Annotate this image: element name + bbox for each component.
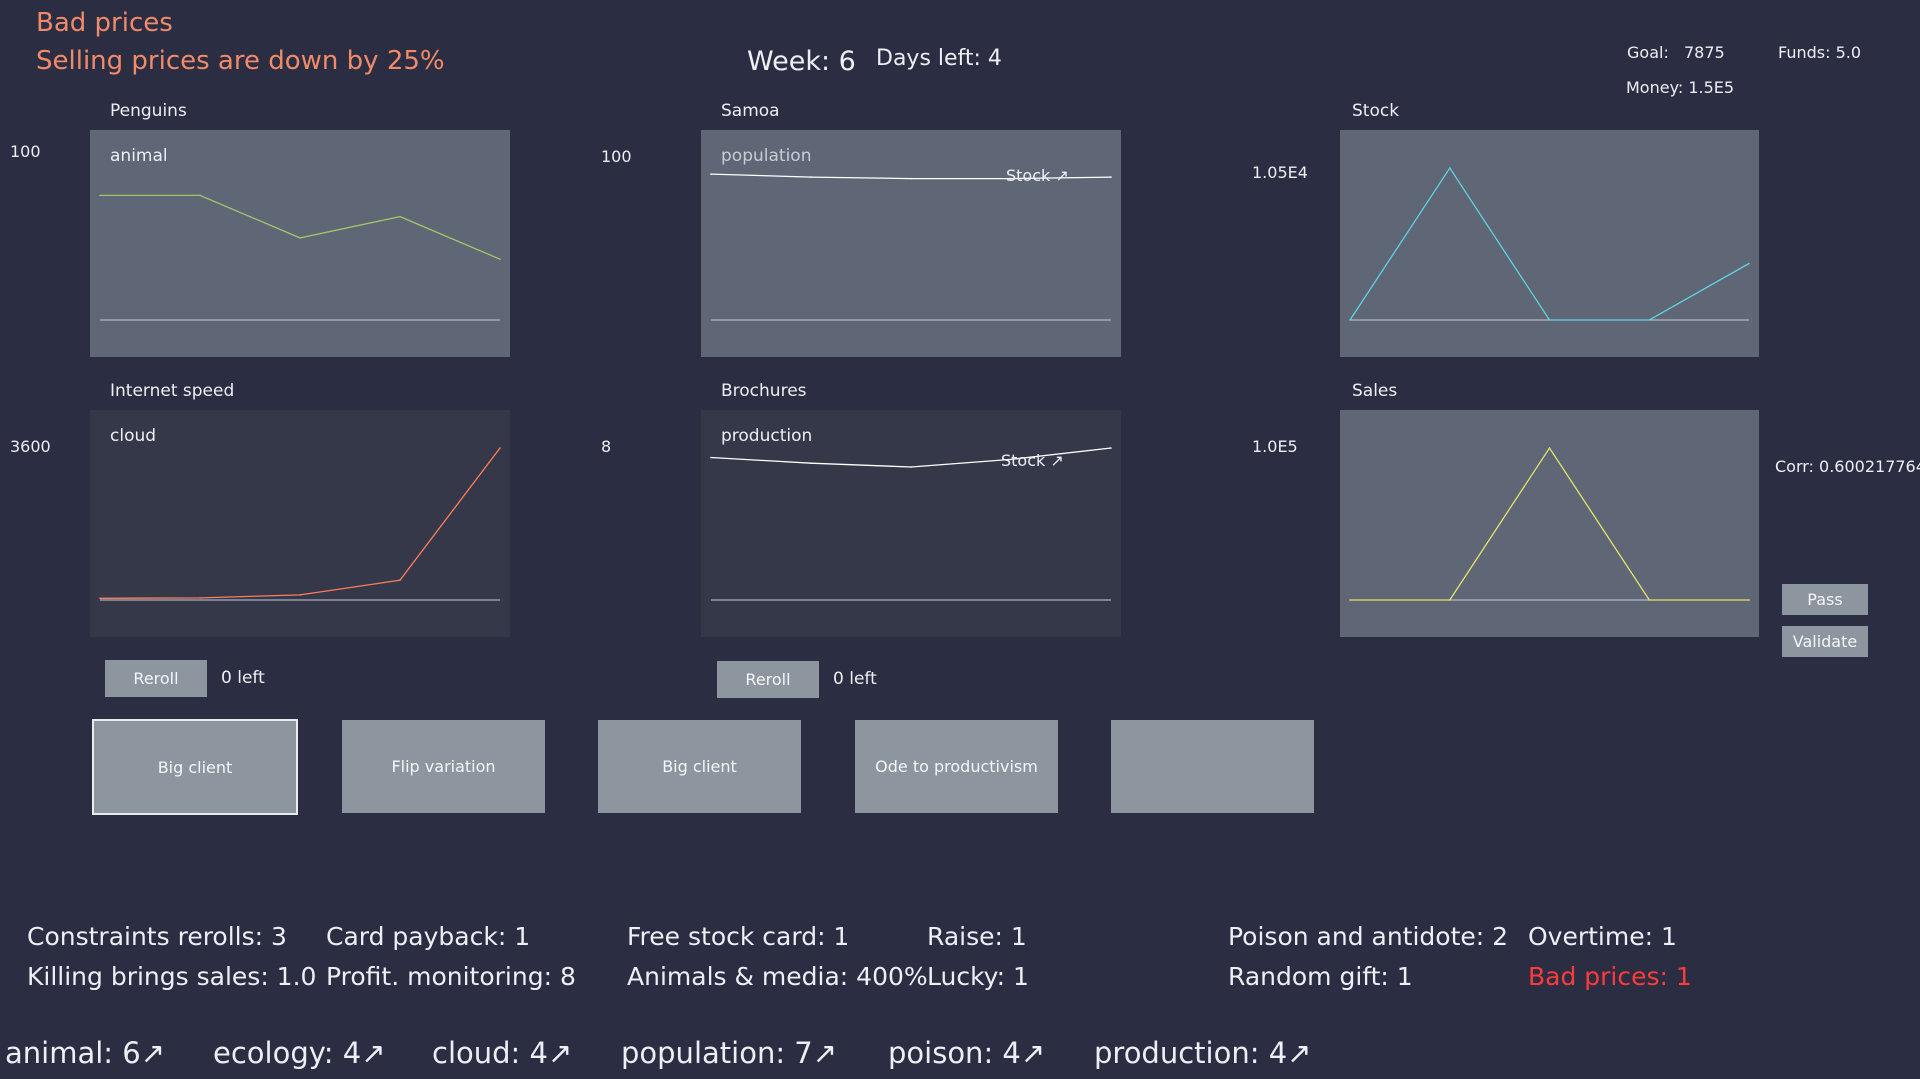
chart-penguins: animal <box>90 130 510 357</box>
event-title: Bad prices <box>36 8 173 38</box>
stat-profit-monitoring: Profit. monitoring: 8 <box>326 962 576 991</box>
chart-point <box>710 456 712 459</box>
chart-ymax-internet-speed: 3600 <box>10 437 51 456</box>
tag-animal: animal: 6↗ <box>5 1036 166 1070</box>
chart-point <box>399 215 401 218</box>
stat-raise: Raise: 1 <box>927 922 1027 951</box>
chart-point <box>1449 167 1451 169</box>
stat-bad-prices: Bad prices: 1 <box>1528 962 1692 991</box>
chart-tag-animal: animal <box>110 146 168 166</box>
stat-lucky: Lucky: 1 <box>927 962 1029 991</box>
chart-point <box>1548 319 1551 321</box>
chart-point <box>1010 177 1012 180</box>
chart-point <box>1548 447 1551 449</box>
chart-samoa: population Stock ↗ <box>701 130 1121 357</box>
funds: Funds: 5.0 <box>1778 43 1862 62</box>
chart-series-line <box>1349 166 1750 321</box>
stat-card-payback: Card payback: 1 <box>326 922 531 951</box>
reroll-remaining-middle: 0 left <box>833 669 877 689</box>
chart-title-sales: Sales <box>1352 381 1398 401</box>
chart-internet-speed: cloud <box>90 410 510 637</box>
card-empty[interactable] <box>1111 720 1314 813</box>
tag-production: production: 4↗ <box>1094 1036 1312 1070</box>
chart-point <box>1349 599 1351 601</box>
chart-point <box>910 466 912 468</box>
chart-point <box>399 579 401 581</box>
tag-cloud: cloud: 4↗ <box>432 1036 573 1070</box>
stock-link-samoa[interactable]: Stock ↗ <box>1006 166 1069 185</box>
days-left: Days left: 4 <box>876 46 1002 71</box>
chart-point <box>499 447 501 449</box>
correlation-value: Corr: 0.6002177643 <box>1775 457 1920 476</box>
tag-population: population: 7↗ <box>621 1036 838 1070</box>
chart-point <box>710 173 712 175</box>
reroll-button-left[interactable]: Reroll <box>105 660 207 697</box>
chart-point <box>1110 176 1112 178</box>
validate-button[interactable]: Validate <box>1782 626 1868 657</box>
chart-point <box>1648 599 1651 601</box>
stock-link-brochures[interactable]: Stock ↗ <box>1001 451 1064 470</box>
chart-title-brochures: Brochures <box>721 381 807 401</box>
goal-value: 7875 <box>1684 43 1725 62</box>
goal-label: Goal: <box>1627 43 1669 62</box>
chart-point <box>199 597 201 599</box>
chart-point <box>99 597 101 600</box>
chart-ymax-stock: 1.05E4 <box>1252 163 1308 182</box>
pass-button[interactable]: Pass <box>1782 584 1868 615</box>
chart-ymax-sales: 1.0E5 <box>1252 437 1298 456</box>
stat-overtime: Overtime: 1 <box>1528 922 1677 951</box>
chart-point <box>1748 599 1750 601</box>
stat-free-stock-card: Free stock card: 1 <box>627 922 850 951</box>
chart-ymax-samoa: 100 <box>601 147 632 166</box>
chart-point <box>810 176 812 178</box>
stat-random-gift: Random gift: 1 <box>1228 962 1413 991</box>
card-ode-to-productivism[interactable]: Ode to productivism <box>855 720 1058 813</box>
stat-poison-antidote: Poison and antidote: 2 <box>1228 922 1509 951</box>
chart-point <box>1449 599 1451 601</box>
money: Money: 1.5E5 <box>1626 78 1735 97</box>
chart-title-penguins: Penguins <box>110 101 187 121</box>
chart-point <box>99 194 101 197</box>
chart-title-stock: Stock <box>1352 101 1400 121</box>
chart-tag-population: population <box>721 146 812 166</box>
chart-point <box>810 462 812 464</box>
card-flip-variation[interactable]: Flip variation <box>342 720 545 813</box>
chart-point <box>1748 262 1750 265</box>
stat-killing-brings-sales: Killing brings sales: 1.0 <box>27 962 317 991</box>
card-big-client[interactable]: Big client <box>92 719 298 815</box>
reroll-remaining-left: 0 left <box>221 668 265 688</box>
chart-sales <box>1340 410 1759 637</box>
chart-point <box>910 177 912 180</box>
chart-title-internet-speed: Internet speed <box>110 381 235 401</box>
chart-point <box>1648 319 1651 321</box>
chart-point <box>499 258 501 260</box>
chart-ymax-penguins: 100 <box>10 142 41 161</box>
chart-series-line <box>99 447 501 599</box>
chart-tag-cloud: cloud <box>110 426 157 446</box>
tag-poison: poison: 4↗ <box>888 1036 1046 1070</box>
chart-point <box>1010 458 1012 461</box>
card-big-client-2[interactable]: Big client <box>598 720 801 813</box>
chart-point <box>299 237 301 239</box>
reroll-button-middle[interactable]: Reroll <box>717 661 819 698</box>
week-counter: Week: 6 <box>747 46 856 77</box>
stat-constraints-rerolls: Constraints rerolls: 3 <box>27 922 287 951</box>
event-description: Selling prices are down by 25% <box>36 46 445 76</box>
chart-stock <box>1340 130 1759 357</box>
chart-series-line <box>1350 446 1749 601</box>
chart-title-samoa: Samoa <box>721 101 780 121</box>
chart-point <box>299 594 301 596</box>
chart-point <box>199 194 201 197</box>
chart-point <box>1110 447 1112 449</box>
chart-tag-production: production <box>721 426 813 446</box>
stat-animals-media: Animals & media: 400% <box>627 962 928 991</box>
chart-ymax-brochures: 8 <box>601 437 612 456</box>
chart-brochures: production Stock ↗ <box>701 410 1121 637</box>
tag-ecology: ecology: 4↗ <box>213 1036 386 1070</box>
chart-point <box>1349 319 1351 321</box>
chart-series-line <box>100 194 501 260</box>
